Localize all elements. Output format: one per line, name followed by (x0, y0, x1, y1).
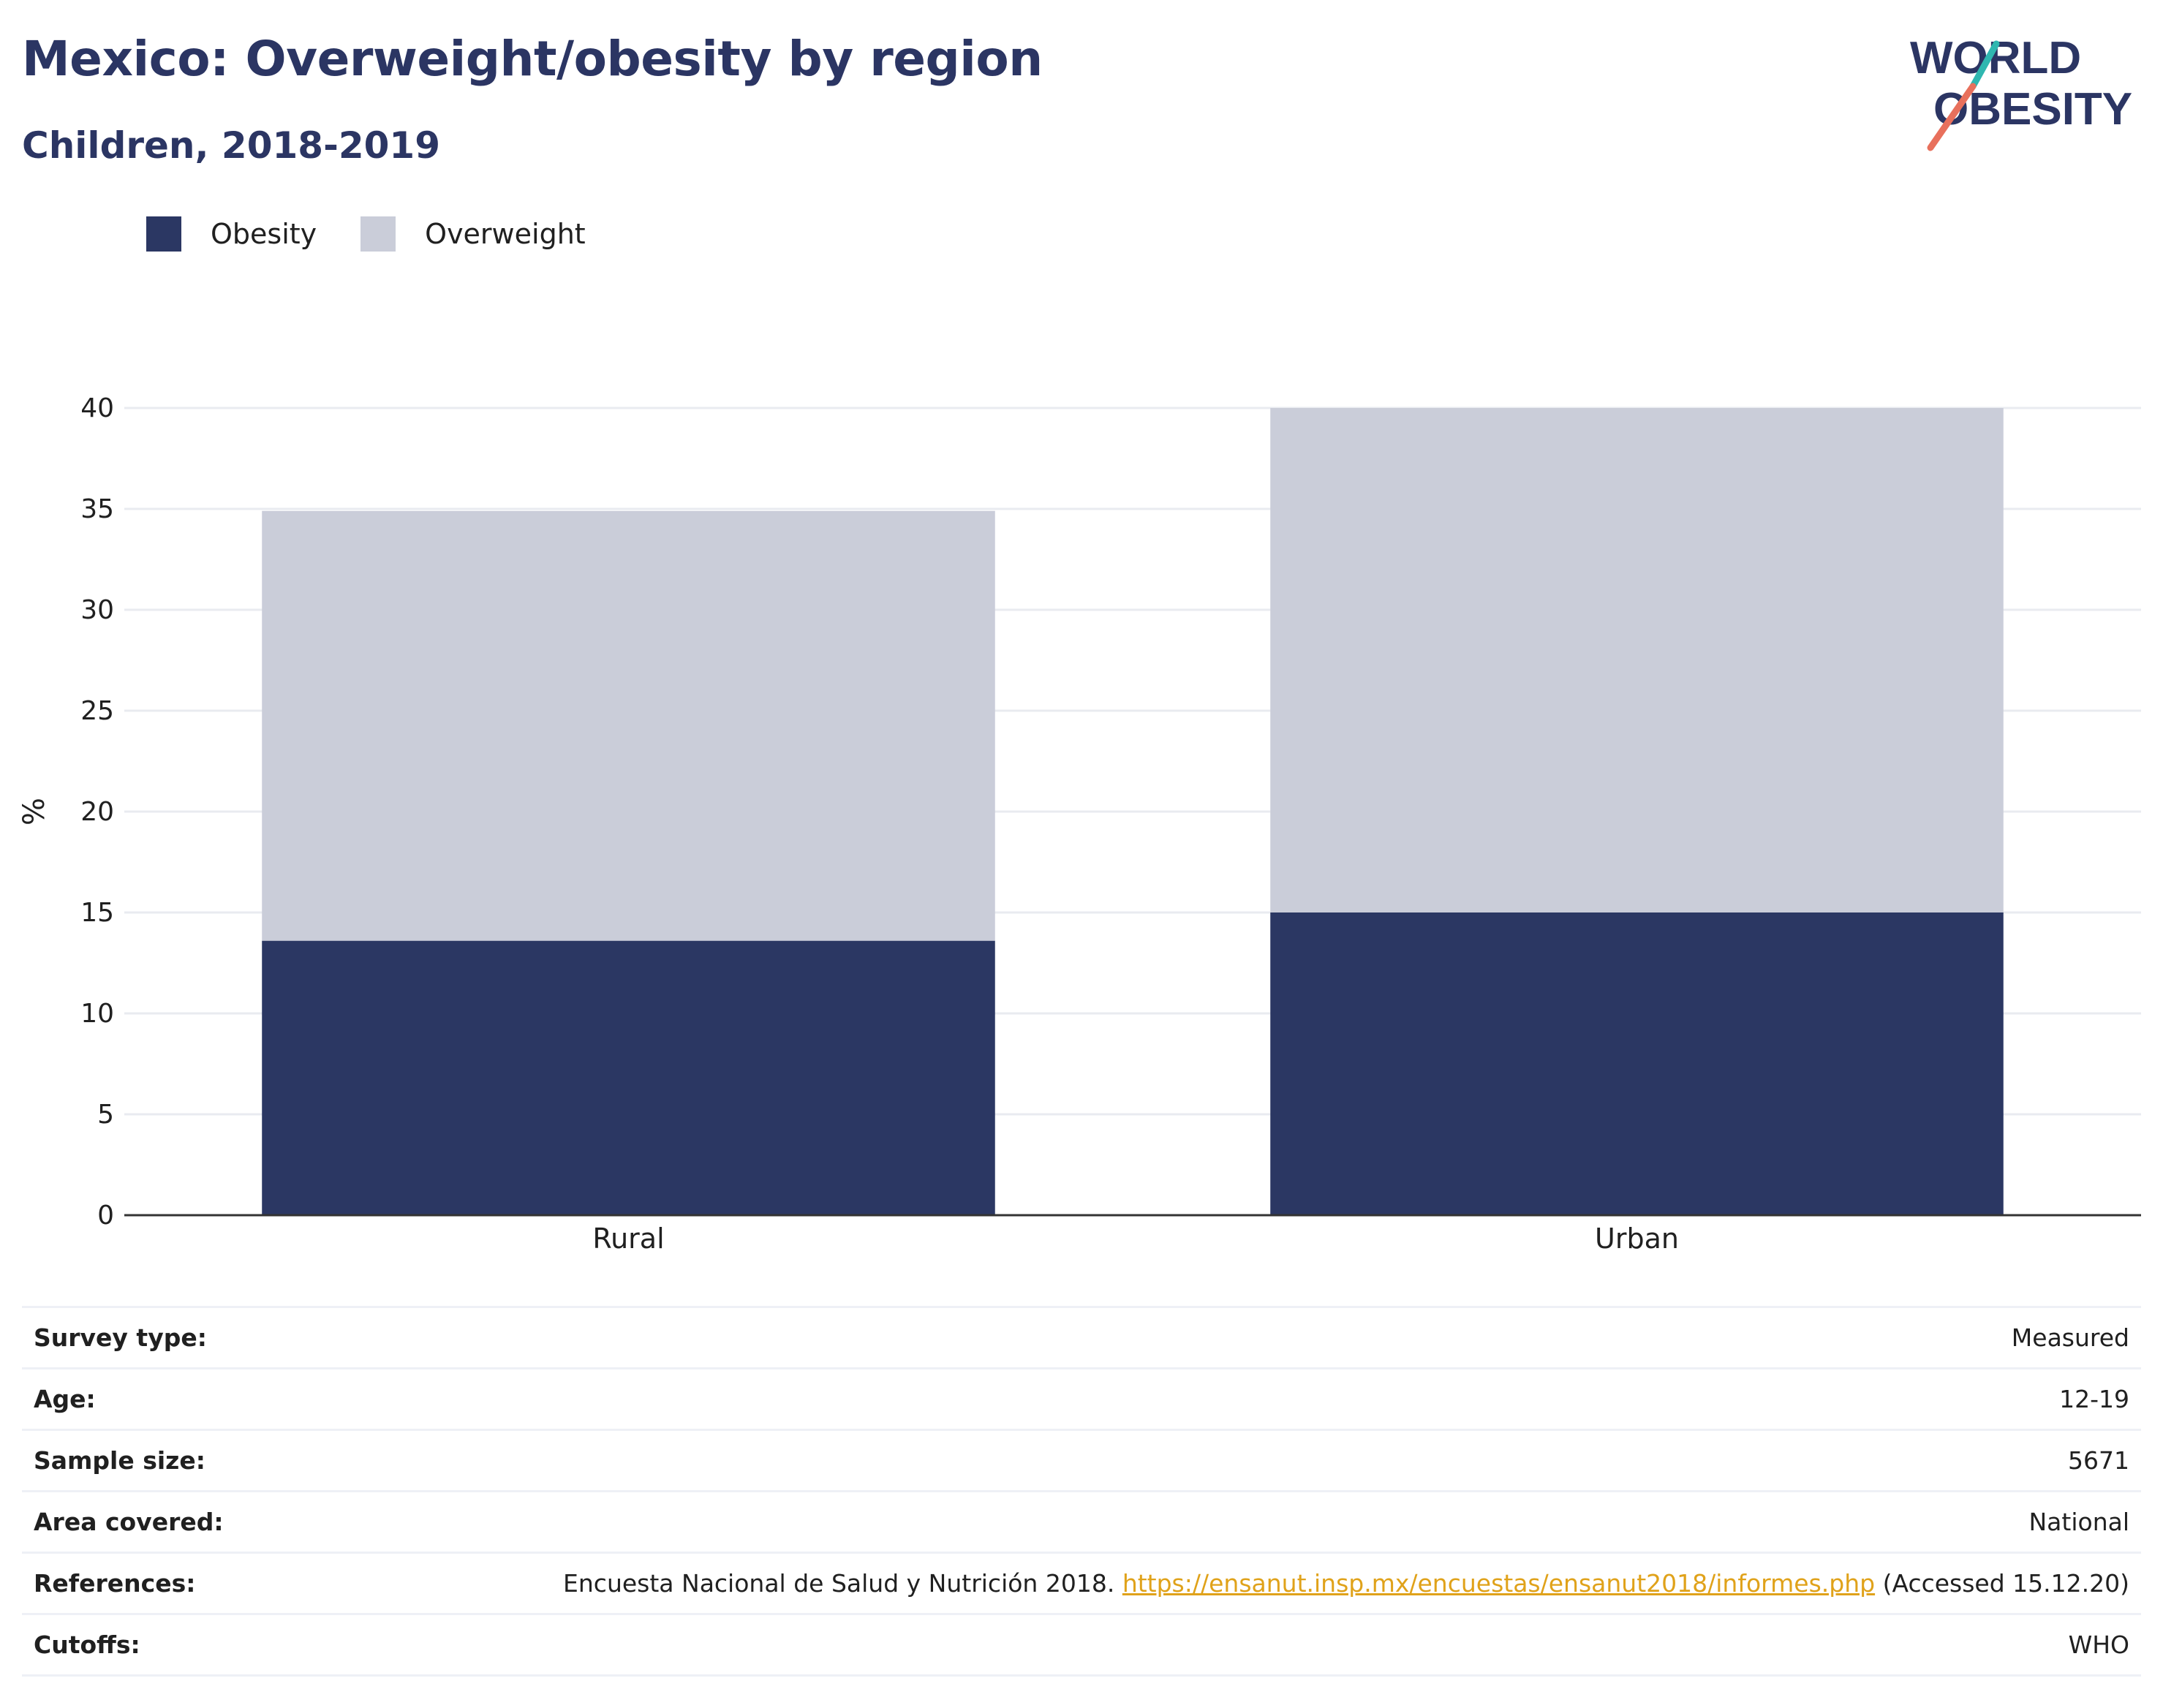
survey-info-table: Survey type: Measured Age: 12-19 Sample … (22, 1306, 2141, 1677)
bar-overweight-urban (1270, 408, 2004, 912)
info-row-area-covered: Area covered: National (22, 1491, 2141, 1554)
reference-link[interactable]: https://ensanut.insp.mx/encuestas/ensanu… (1122, 1569, 1876, 1598)
bar-overweight-rural (262, 510, 995, 941)
world-obesity-logo: WORLD OBESITY (1910, 33, 2132, 151)
y-tick-label: 15 (80, 898, 114, 928)
logo-slash-coral (1927, 83, 1977, 151)
area-covered-label: Area covered: (22, 1491, 273, 1554)
y-tick-label: 10 (80, 999, 114, 1029)
legend-item-obesity[interactable]: Obesity (146, 216, 317, 252)
info-row-cutoffs: Cutoffs: WHO (22, 1614, 2141, 1677)
x-tick-label: Rural (592, 1223, 664, 1255)
sample-size-value: 5671 (272, 1429, 2141, 1492)
y-tick-label: 0 (97, 1201, 114, 1231)
legend-swatch-overweight (360, 216, 396, 252)
bar-chart: 0 5 10 15 20 25 30 35 40 Rural Urban% (18, 393, 2141, 1255)
chart-subtitle: Children, 2018-2019 (22, 124, 440, 167)
area-covered-value: National (272, 1491, 2141, 1554)
y-tick-label: 5 (97, 1100, 114, 1130)
legend-label-overweight: Overweight (425, 218, 586, 250)
x-tick-label: Urban (1595, 1223, 1679, 1255)
y-axis-title: % (18, 798, 51, 825)
logo-word-world: WORLD (1910, 33, 2081, 83)
y-tick-label: 25 (80, 696, 114, 726)
logo-word-obesity: OBESITY (1933, 84, 2132, 135)
cutoffs-value: WHO (272, 1614, 2141, 1677)
cutoffs-label: Cutoffs: (22, 1614, 273, 1677)
legend-label-obesity: Obesity (211, 218, 317, 250)
reference-text: Encuesta Nacional de Salud y Nutrición 2… (563, 1569, 1115, 1598)
y-tick-label: 35 (80, 494, 114, 524)
references-label: References: (22, 1552, 273, 1615)
logo-slash-teal (1969, 40, 2000, 90)
info-row-sample-size: Sample size: 5671 (22, 1429, 2141, 1492)
info-row-survey-type: Survey type: Measured (22, 1306, 2141, 1369)
chart-title: Mexico: Overweight/obesity by region (22, 31, 1043, 87)
survey-type-label: Survey type: (22, 1306, 273, 1369)
chart-legend: Obesity Overweight (146, 216, 630, 252)
bar-obesity-urban (1270, 912, 2004, 1215)
bar-obesity-rural (262, 940, 995, 1215)
references-value: Encuesta Nacional de Salud y Nutrición 2… (272, 1552, 2141, 1615)
legend-item-overweight[interactable]: Overweight (360, 216, 586, 252)
legend-swatch-obesity (146, 216, 181, 252)
age-value: 12-19 (272, 1368, 2141, 1431)
age-label: Age: (22, 1368, 273, 1431)
reference-accessed: (Accessed 15.12.20) (1882, 1569, 2129, 1598)
info-row-references: References: Encuesta Nacional de Salud y… (22, 1552, 2141, 1615)
sample-size-label: Sample size: (22, 1429, 273, 1492)
survey-type-value: Measured (272, 1306, 2141, 1369)
y-tick-label: 30 (80, 595, 114, 625)
y-tick-label: 40 (80, 393, 114, 423)
y-tick-label: 20 (80, 797, 114, 827)
info-row-age: Age: 12-19 (22, 1368, 2141, 1431)
